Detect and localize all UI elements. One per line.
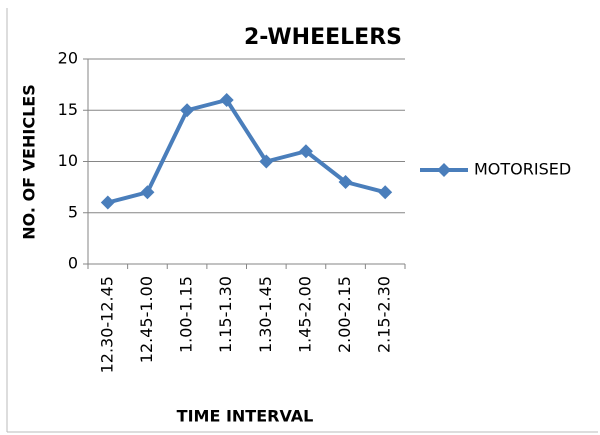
x-tick-label: 1.45-2.00 (295, 276, 314, 353)
x-tick-label: 2.00-2.15 (335, 276, 354, 353)
x-tick-label: 12.30-12.45 (97, 276, 116, 373)
marker (259, 154, 274, 169)
legend-label: MOTORISED (474, 160, 571, 179)
marker (100, 195, 115, 210)
x-tick-label: 12.45-1.00 (137, 276, 156, 363)
y-tick-label: 5 (68, 202, 78, 221)
marker (140, 185, 155, 200)
x-tick-label: 2.15-2.30 (375, 276, 394, 353)
y-tick-label: 20 (58, 49, 78, 68)
y-tick-label: 10 (58, 151, 78, 170)
chart-title: 2-WHEELERS (244, 25, 402, 50)
y-tick-label: 0 (68, 254, 78, 273)
legend-marker (437, 163, 451, 177)
x-tick-label: 1.00-1.15 (177, 276, 196, 353)
marker (378, 185, 393, 200)
marker (298, 144, 313, 159)
marker (338, 175, 353, 189)
x-axis-label: TIME INTERVAL (177, 407, 314, 426)
marker (219, 93, 234, 107)
marker (180, 103, 195, 118)
x-tick-label: 1.15-1.30 (216, 276, 235, 353)
y-axis-label: NO. OF VEHICLES (20, 84, 39, 239)
y-tick-label: 15 (58, 100, 78, 119)
series-line (107, 98, 386, 205)
x-tick-label: 1.30-1.45 (256, 276, 275, 353)
